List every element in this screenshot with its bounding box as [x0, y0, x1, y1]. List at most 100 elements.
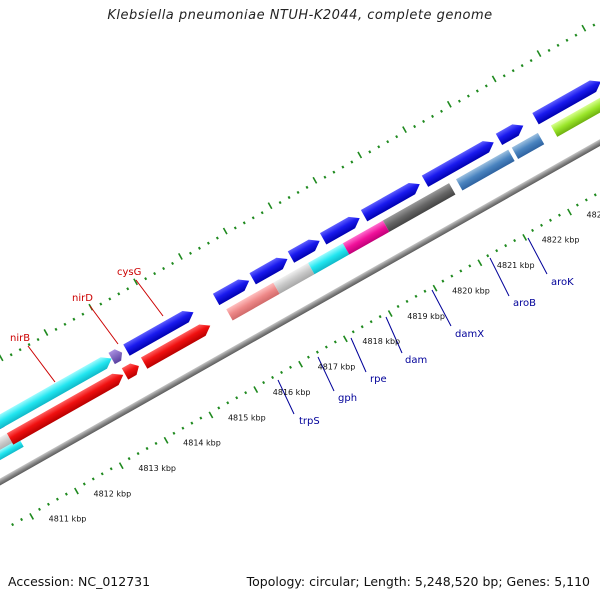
gene-arrow-nirD — [108, 349, 123, 365]
tick-mark — [43, 329, 49, 336]
tick-mark — [547, 48, 551, 53]
gene-arrow-forward — [287, 239, 320, 263]
gene-arrows — [0, 80, 600, 476]
tick-mark — [440, 109, 443, 113]
tick-mark — [188, 251, 192, 255]
tick-mark — [386, 140, 390, 144]
tick-mark — [520, 64, 524, 68]
kbp-label: 4813 kbp — [138, 464, 176, 473]
tick-mark — [262, 380, 266, 385]
gene-arrow-forward — [319, 216, 360, 245]
tick-mark — [267, 202, 273, 210]
tick-mark — [378, 315, 382, 319]
gene-label-gph: gph — [338, 393, 357, 404]
tick-mark — [118, 462, 124, 470]
tick-mark — [296, 190, 300, 195]
tick-mark — [513, 238, 517, 243]
gene-arrow-forward — [532, 80, 600, 125]
tick-mark — [226, 401, 230, 405]
gene-block-damX — [382, 183, 456, 232]
tick-mark — [278, 201, 282, 205]
tick-mark — [575, 203, 579, 207]
kbp-label: 4819 kbp — [407, 312, 445, 321]
tick-mark — [287, 195, 291, 200]
tick-mark — [181, 426, 185, 430]
tick-mark — [99, 302, 103, 306]
tick-mark — [377, 145, 381, 149]
tick-mark — [136, 451, 140, 456]
tick-mark — [133, 278, 139, 286]
outer-tick-row — [0, 23, 596, 362]
tick-mark — [163, 436, 169, 444]
map-track-group — [0, 23, 600, 527]
tick-mark — [222, 227, 228, 235]
tick-mark — [486, 254, 490, 258]
gene-arrow-forward — [212, 279, 250, 306]
tick-mark — [55, 497, 59, 501]
kbp-label: 4821 kbp — [497, 261, 535, 270]
kbp-label: 4812 kbp — [93, 489, 131, 498]
tick-mark — [20, 517, 24, 522]
gene-arrow-red — [6, 373, 124, 445]
tick-mark — [280, 370, 284, 374]
tick-mark — [557, 213, 561, 217]
tick-mark — [63, 322, 67, 326]
tick-mark — [332, 170, 336, 174]
gene-block-gph — [273, 262, 315, 294]
tick-mark — [548, 218, 552, 222]
gene-block — [550, 88, 600, 137]
tick-mark — [9, 353, 13, 357]
tick-mark — [206, 241, 210, 245]
gene-arrow-forward — [421, 141, 494, 187]
tick-mark — [298, 360, 303, 368]
tick-mark — [11, 522, 15, 527]
callout-line-aroB — [489, 257, 510, 297]
tick-mark — [522, 233, 528, 241]
tick-mark — [29, 512, 35, 520]
tick-mark — [126, 287, 130, 291]
gene-callouts: nirB nirD cysG trpS gph rpe dam damX aroB aroK — [10, 237, 574, 427]
tick-mark — [323, 175, 327, 179]
tick-mark — [217, 406, 221, 410]
tick-mark — [242, 221, 246, 225]
tick-mark — [177, 252, 183, 260]
callout-line-cysG — [135, 279, 164, 317]
tick-mark — [341, 165, 345, 169]
kbp-label-layer: 4811 kbp 4812 kbp 4813 kbp 4814 kbp 4815 kbp… — [49, 210, 600, 523]
kbp-label: 4816 kbp — [273, 388, 311, 397]
tick-mark — [574, 33, 578, 37]
gene-block-dam — [342, 220, 390, 255]
gene-label-damX: damX — [455, 329, 484, 340]
tick-mark — [312, 176, 318, 184]
tick-mark — [529, 58, 533, 63]
tick-mark — [289, 365, 292, 369]
gene-block-aroB — [456, 149, 515, 191]
tick-mark — [208, 411, 214, 419]
gene-label-rpe: rpe — [370, 374, 387, 385]
tick-mark — [466, 94, 470, 98]
callout-line-nirD — [89, 305, 119, 345]
gene-label-aroB: aroB — [513, 298, 536, 309]
tick-mark — [100, 472, 104, 476]
tick-mark — [396, 304, 400, 309]
tick-mark — [82, 482, 86, 486]
tick-mark — [432, 284, 438, 292]
tick-mark — [244, 391, 248, 395]
tick-mark — [567, 208, 572, 216]
tick-mark — [504, 244, 508, 248]
tick-mark — [108, 297, 112, 301]
tick-mark — [233, 226, 237, 230]
gene-block — [0, 438, 24, 476]
gene-block-rpe — [308, 243, 350, 275]
tick-mark — [38, 507, 41, 511]
gene-label-trpS: trpS — [299, 416, 320, 427]
tick-mark — [395, 135, 399, 139]
kbp-label: 4820 kbp — [452, 286, 490, 295]
tick-mark — [153, 272, 157, 276]
tick-mark — [387, 310, 393, 317]
tick-mark — [72, 317, 76, 321]
tick-mark — [36, 337, 40, 342]
tick-mark — [172, 431, 176, 435]
map-title: Klebsiella pneumoniae NTUH-K2044, comple… — [107, 8, 493, 23]
